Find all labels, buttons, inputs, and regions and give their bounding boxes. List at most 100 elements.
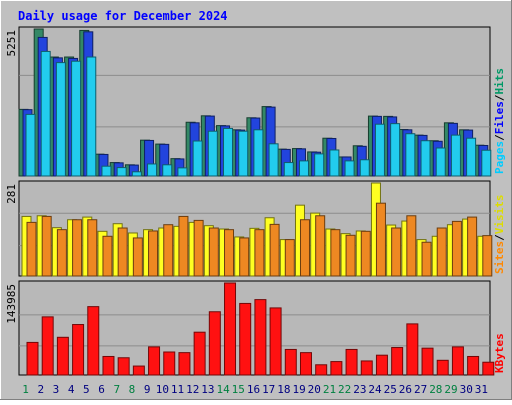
axis-label-kbytes: KBytes bbox=[493, 333, 506, 373]
bar-sites-day-30 bbox=[467, 216, 478, 277]
bar-sites-day-6 bbox=[102, 235, 113, 277]
bar-kbytes-day-28 bbox=[436, 359, 449, 376]
bar-sites-day-18 bbox=[284, 239, 295, 277]
bar-pages-day-14 bbox=[223, 127, 234, 177]
bar-sites-day-11 bbox=[178, 215, 189, 277]
bar-sites-day-7 bbox=[117, 227, 128, 277]
bar-pages-day-15 bbox=[238, 130, 249, 177]
xtick-day-23: 23 bbox=[353, 383, 366, 396]
bar-pages-day-25 bbox=[390, 123, 401, 177]
bar-sites-day-19 bbox=[299, 219, 310, 277]
bar-kbytes-day-11 bbox=[178, 352, 191, 376]
bar-kbytes-day-5 bbox=[87, 306, 100, 376]
bar-kbytes-day-30 bbox=[467, 355, 480, 376]
xtick-day-7: 7 bbox=[113, 383, 120, 396]
bar-pages-day-27 bbox=[420, 140, 431, 177]
bar-kbytes-day-10 bbox=[163, 351, 176, 376]
xtick-day-28: 28 bbox=[429, 383, 442, 396]
xtick-day-11: 11 bbox=[171, 383, 184, 396]
bar-sites-day-23 bbox=[360, 230, 371, 277]
chart-title: Daily usage for December 2024 bbox=[18, 9, 228, 23]
bar-sites-day-8 bbox=[132, 237, 143, 277]
bar-pages-day-21 bbox=[329, 149, 340, 177]
bar-kbytes-day-17 bbox=[269, 307, 282, 376]
bar-sites-day-1 bbox=[26, 221, 37, 277]
bar-kbytes-day-20 bbox=[315, 364, 328, 376]
bar-pages-day-24 bbox=[374, 123, 385, 177]
bar-sites-day-22 bbox=[345, 234, 356, 277]
series-kbytes bbox=[26, 282, 495, 376]
xtick-day-3: 3 bbox=[53, 383, 60, 396]
bar-kbytes-day-31 bbox=[482, 361, 495, 376]
xtick-day-24: 24 bbox=[368, 383, 382, 396]
series-pages bbox=[25, 50, 492, 177]
xtick-day-17: 17 bbox=[262, 383, 275, 396]
axis-label-hits-files-pages: Pages/Files/Hits bbox=[493, 68, 506, 174]
axis-label-sites-visits: Sites/Visits bbox=[493, 195, 506, 275]
bar-pages-day-1 bbox=[25, 113, 36, 177]
bar-kbytes-day-24 bbox=[375, 354, 388, 376]
xtick-day-14: 14 bbox=[216, 383, 230, 396]
bar-kbytes-day-19 bbox=[299, 352, 312, 376]
bar-sites-day-28 bbox=[436, 227, 447, 277]
axis-label-part-files: Files bbox=[493, 101, 506, 134]
bar-sites-day-13 bbox=[208, 227, 219, 277]
bar-pages-day-9 bbox=[147, 163, 158, 177]
bar-kbytes-day-6 bbox=[102, 355, 115, 376]
bar-pages-day-28 bbox=[435, 147, 446, 177]
bar-pages-day-8 bbox=[131, 171, 142, 177]
bar-kbytes-day-4 bbox=[72, 324, 85, 376]
bar-pages-day-23 bbox=[359, 159, 370, 177]
bar-sites-day-9 bbox=[148, 230, 159, 277]
bar-sites-day-29 bbox=[451, 220, 462, 277]
bar-sites-day-21 bbox=[330, 229, 341, 277]
bar-kbytes-day-23 bbox=[360, 360, 373, 376]
bar-pages-day-6 bbox=[101, 165, 112, 177]
axis-label-part-visits: Visits bbox=[493, 195, 506, 235]
xtick-day-29: 29 bbox=[444, 383, 457, 396]
bar-sites-day-25 bbox=[391, 227, 402, 277]
xtick-day-27: 27 bbox=[414, 383, 427, 396]
axis-label-part-pages: Pages bbox=[493, 141, 506, 174]
bar-pages-day-17 bbox=[268, 143, 279, 177]
bar-kbytes-day-3 bbox=[56, 336, 69, 376]
bar-sites-day-10 bbox=[163, 224, 174, 277]
xtick-day-6: 6 bbox=[98, 383, 105, 396]
bar-kbytes-day-9 bbox=[148, 346, 161, 376]
bar-pages-day-3 bbox=[55, 62, 66, 177]
bar-kbytes-day-29 bbox=[451, 346, 464, 376]
xtick-day-30: 30 bbox=[460, 383, 473, 396]
bar-sites-day-20 bbox=[315, 215, 326, 277]
bar-pages-day-19 bbox=[298, 160, 309, 177]
xtick-day-9: 9 bbox=[144, 383, 151, 396]
xtick-day-1: 1 bbox=[22, 383, 29, 396]
bar-pages-day-12 bbox=[192, 140, 203, 177]
xtick-day-21: 21 bbox=[323, 383, 336, 396]
bar-kbytes-day-18 bbox=[284, 348, 297, 376]
bar-pages-day-26 bbox=[405, 133, 416, 177]
bar-sites-day-3 bbox=[56, 229, 67, 277]
panel-hits-files-pages: 5251 Pages/Files/Hits bbox=[5, 26, 506, 177]
xtick-day-5: 5 bbox=[83, 383, 90, 396]
bar-sites-day-12 bbox=[193, 219, 204, 277]
xtick-day-22: 22 bbox=[338, 383, 351, 396]
axis-label-part-hits: Hits bbox=[493, 68, 506, 95]
xtick-day-12: 12 bbox=[186, 383, 199, 396]
xtick-day-2: 2 bbox=[37, 383, 44, 396]
xtick-day-15: 15 bbox=[232, 383, 245, 396]
bar-kbytes-day-26 bbox=[406, 323, 419, 376]
bar-kbytes-day-12 bbox=[193, 331, 206, 376]
bar-sites-day-2 bbox=[41, 215, 52, 277]
bar-pages-day-30 bbox=[466, 137, 477, 177]
panel-kbytes: 143985 KBytes bbox=[5, 280, 506, 376]
bar-pages-day-7 bbox=[116, 167, 127, 177]
ytick-max-hits-files-pages: 5251 bbox=[5, 30, 18, 57]
bar-pages-day-18 bbox=[283, 162, 294, 177]
bar-kbytes-day-1 bbox=[26, 341, 39, 376]
series-sites bbox=[26, 202, 493, 277]
bar-pages-day-22 bbox=[344, 160, 355, 177]
bar-sites-day-16 bbox=[254, 229, 265, 277]
bar-sites-day-4 bbox=[72, 219, 83, 277]
bar-kbytes-day-2 bbox=[41, 316, 54, 376]
